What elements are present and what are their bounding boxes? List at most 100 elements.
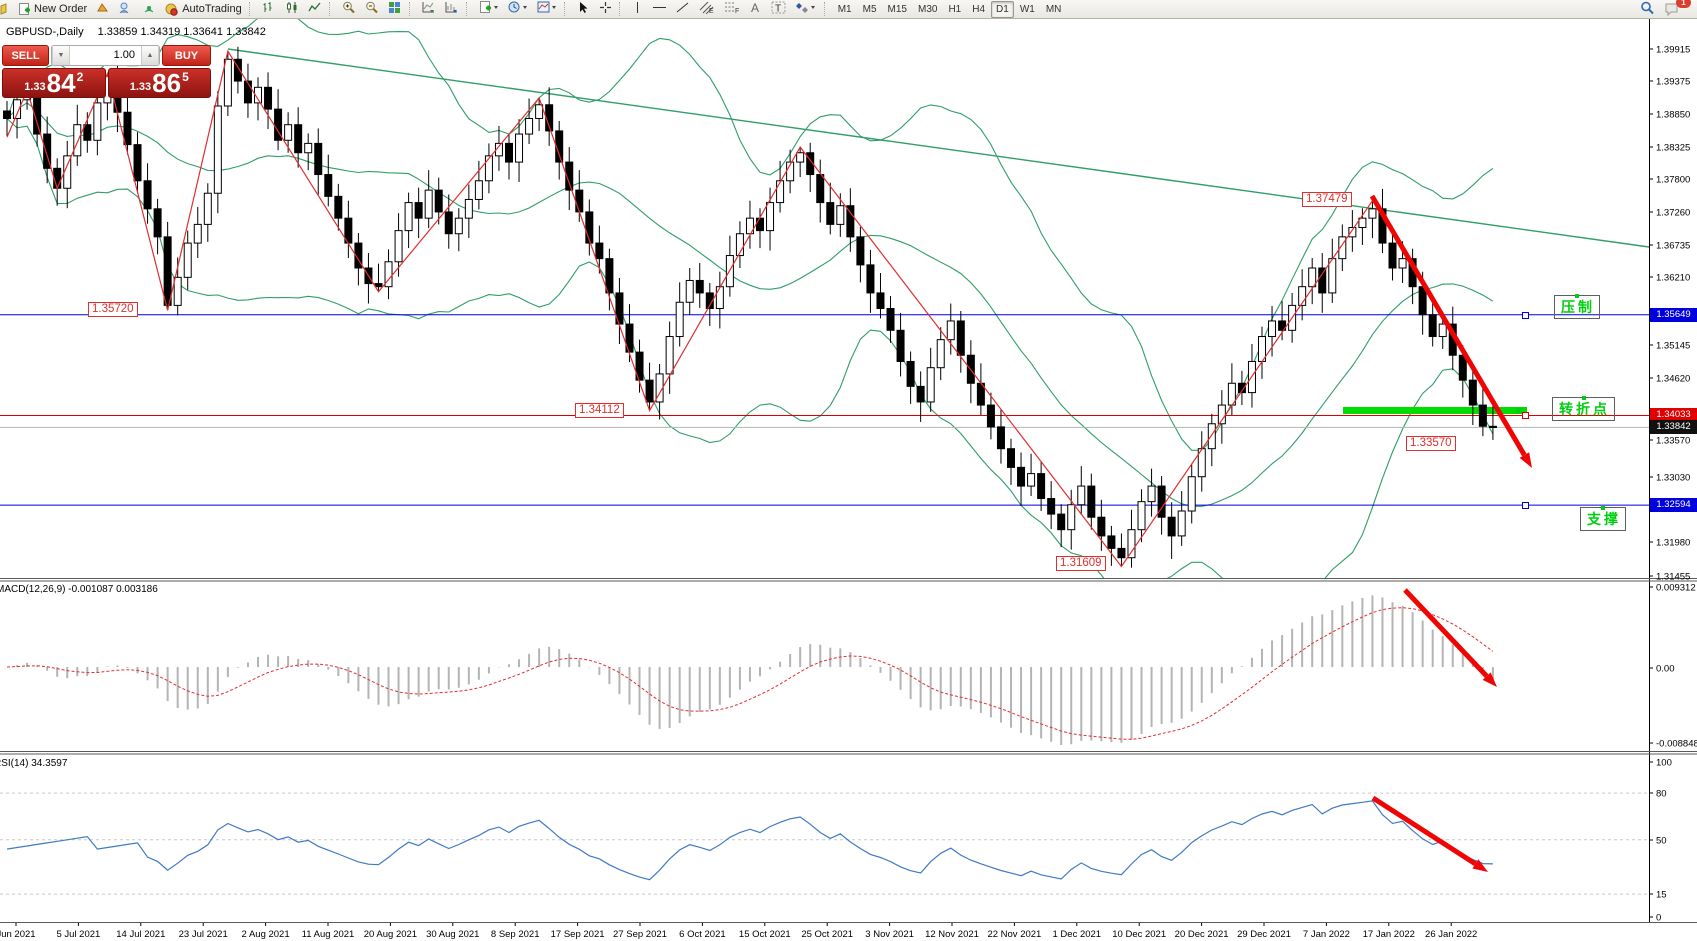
fibonacci-icon[interactable]: F <box>720 1 744 17</box>
selection-anchor-dot <box>1581 396 1586 400</box>
chinese-annotation-label[interactable]: 支撑 <box>1580 506 1626 531</box>
svg-text:20 Dec 2021: 20 Dec 2021 <box>1175 929 1229 940</box>
search-icon[interactable] <box>1636 1 1659 17</box>
signals-icon[interactable] <box>138 1 160 17</box>
buy-button[interactable]: BUY <box>162 45 211 66</box>
price-annotation-tag[interactable]: 1.33570 <box>1406 436 1456 451</box>
support-highlight-bar[interactable] <box>1343 407 1527 414</box>
cursor-icon[interactable] <box>573 1 594 17</box>
macd-indicator-label: MACD(12,26,9) -0.001087 0.003186 <box>0 584 158 595</box>
toolbar-separator <box>248 2 255 16</box>
line-handle[interactable] <box>1522 412 1529 419</box>
toolbar-separator <box>408 2 415 16</box>
volume-decrease-button[interactable]: ▼ <box>52 46 70 65</box>
new-chart-icon[interactable] <box>0 2 13 16</box>
text-label-icon[interactable]: T <box>767 1 790 17</box>
chinese-annotation-label[interactable]: 压制 <box>1554 294 1600 319</box>
svg-text:15: 15 <box>1656 890 1667 901</box>
tab-timeframe-m15[interactable]: M15 <box>887 3 907 15</box>
down-arrow-main[interactable] <box>1369 194 1532 468</box>
tile-windows-icon[interactable] <box>384 1 406 17</box>
candles-layer <box>3 46 1497 568</box>
tab-timeframe-mn[interactable]: MN <box>1045 3 1062 15</box>
svg-text:Jun 2021: Jun 2021 <box>0 929 36 940</box>
volume-stepper[interactable]: ▼ 1.00 ▲ <box>51 45 160 66</box>
zoom-in-icon[interactable] <box>338 1 360 17</box>
horizontal-level-lines[interactable] <box>0 314 1649 506</box>
profiles-icon[interactable] <box>115 1 137 17</box>
sell-price-sup: 2 <box>76 70 84 84</box>
zoom-out-icon[interactable] <box>361 1 383 17</box>
bollinger-bands <box>6 18 1494 578</box>
svg-text:0.009312: 0.009312 <box>1656 583 1696 594</box>
svg-text:A: A <box>751 1 759 14</box>
line-handle[interactable] <box>1522 502 1529 509</box>
trendline-icon[interactable] <box>672 1 694 17</box>
price-annotation-tag[interactable]: 1.31609 <box>1056 556 1106 571</box>
svg-text:1.35145: 1.35145 <box>1656 341 1690 352</box>
down-arrow-macd[interactable] <box>1403 588 1497 687</box>
svg-text:11 Aug 2021: 11 Aug 2021 <box>302 929 355 940</box>
chinese-annotation-label[interactable]: 转折点 <box>1552 396 1615 421</box>
horizontal-line-icon[interactable] <box>648 1 671 17</box>
arrows-objects-icon[interactable] <box>791 1 821 17</box>
svg-text:1.37260: 1.37260 <box>1656 208 1690 219</box>
price-annotation-tag[interactable]: 1.35720 <box>88 302 138 317</box>
price-annotation-tag[interactable]: 1.34112 <box>575 403 624 418</box>
period-clock-icon[interactable] <box>504 1 532 17</box>
buy-price-sup: 5 <box>182 70 189 84</box>
autotrading-button[interactable]: AutoTrading <box>161 1 246 17</box>
svg-text:80: 80 <box>1656 789 1667 800</box>
macd-histogram <box>16 595 1494 745</box>
tab-timeframe-m30[interactable]: M30 <box>917 3 938 15</box>
chart-symbol-header: GBPUSD-,Daily 1.33859 1.34319 1.33641 1.3… <box>6 26 266 38</box>
periods-icon[interactable] <box>441 1 463 17</box>
line-chart-icon[interactable] <box>304 1 326 17</box>
volume-increase-button[interactable]: ▲ <box>141 46 159 65</box>
svg-text:30 Aug 2021: 30 Aug 2021 <box>426 929 479 940</box>
svg-text:100: 100 <box>1656 758 1672 769</box>
indicators-list-icon[interactable] <box>418 1 440 17</box>
toolbar-separator <box>618 2 625 16</box>
tab-timeframe-w1[interactable]: W1 <box>1019 3 1035 15</box>
tab-timeframe-d1[interactable]: D1 <box>991 0 1014 18</box>
buy-price-display[interactable]: 1.33 86 5 <box>107 68 211 98</box>
svg-text:5 Jul 2021: 5 Jul 2021 <box>56 929 100 940</box>
price-axis-badge: 1.32594 <box>1650 498 1697 512</box>
volume-value[interactable]: 1.00 <box>113 49 135 61</box>
svg-text:-0.008848: -0.008848 <box>1656 739 1697 750</box>
green-bar-handle[interactable] <box>1516 408 1522 414</box>
market-watch-icon[interactable] <box>92 1 114 17</box>
text-icon[interactable]: A <box>745 1 766 17</box>
tab-timeframe-h1[interactable]: H1 <box>948 3 962 15</box>
down-arrow-rsi[interactable] <box>1371 795 1488 872</box>
new-template-icon[interactable] <box>475 1 503 17</box>
crosshair-icon[interactable] <box>595 1 616 17</box>
templates-icon[interactable] <box>533 1 561 17</box>
price-axis-badge: 1.35649 <box>1650 308 1697 322</box>
chat-button[interactable]: 1 <box>1660 0 1691 17</box>
candlestick-chart-icon[interactable] <box>281 1 303 17</box>
new-order-button[interactable]: New Order <box>14 1 91 17</box>
equidistant-channel-icon[interactable]: E <box>695 1 719 17</box>
descending-trendline[interactable] <box>227 48 1649 248</box>
one-click-trading-panel: SELL ▼ 1.00 ▲ BUY 1.33 84 2 1.33 86 5 <box>2 45 211 98</box>
tab-timeframe-h4[interactable]: H4 <box>972 3 986 15</box>
price-annotation-tag[interactable]: 1.37479 <box>1302 192 1352 207</box>
svg-text:27 Sep 2021: 27 Sep 2021 <box>613 929 667 940</box>
svg-text:20 Aug 2021: 20 Aug 2021 <box>364 929 417 940</box>
price-axis-badge: 1.34033 <box>1650 408 1697 422</box>
bar-chart-icon[interactable] <box>258 1 280 17</box>
line-handle[interactable] <box>1522 312 1529 319</box>
sell-button[interactable]: SELL <box>2 45 49 66</box>
svg-text:2 Aug 2021: 2 Aug 2021 <box>242 929 290 940</box>
sell-price-display[interactable]: 1.33 84 2 <box>2 68 106 98</box>
date-axis[interactable]: Jun 2021 5 Jul 2021 14 Jul 2021 23 Jul 2021… <box>0 923 1477 940</box>
svg-text:1.31455: 1.31455 <box>1656 572 1690 583</box>
svg-text:F: F <box>735 8 739 14</box>
tab-timeframe-m1[interactable]: M1 <box>837 3 852 15</box>
tab-timeframe-m5[interactable]: M5 <box>862 3 877 15</box>
svg-text:29 Dec 2021: 29 Dec 2021 <box>1237 929 1291 940</box>
vertical-line-icon[interactable] <box>628 1 647 17</box>
